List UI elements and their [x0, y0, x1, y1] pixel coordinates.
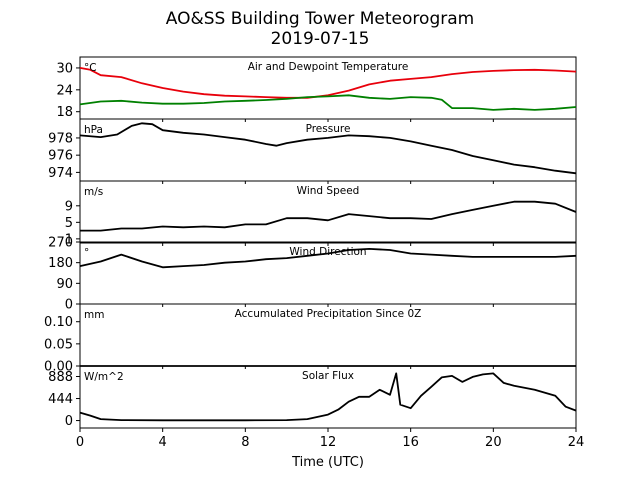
- y-tick-label: 0: [65, 298, 73, 313]
- panel-title: Pressure: [306, 123, 351, 135]
- x-tick-label: 16: [402, 435, 419, 450]
- y-tick-label: 888: [48, 370, 73, 385]
- y-tick-label: 5: [65, 216, 73, 231]
- chart-subtitle: 2019-07-15: [271, 29, 370, 49]
- y-tick-label: 974: [48, 166, 73, 181]
- y-tick-label: 180: [48, 256, 73, 271]
- x-tick-label: 4: [159, 435, 167, 450]
- panel-1: 974 976 978 hPa Pressure: [48, 118, 577, 184]
- y-tick-label: 90: [56, 277, 73, 292]
- panel-title: Accumulated Precipitation Since 0Z: [235, 308, 422, 320]
- x-tick-label: 0: [76, 435, 84, 450]
- panel-title: Solar Flux: [302, 370, 354, 382]
- chart-title: AO&SS Building Tower Meteorogram: [166, 9, 474, 29]
- panel-unit: W/m^2: [84, 371, 124, 383]
- x-tick-label: 12: [320, 435, 337, 450]
- panel-unit: mm: [84, 309, 104, 321]
- panel-title: Wind Direction: [289, 246, 366, 258]
- y-tick-label: 24: [56, 83, 73, 98]
- panel-unit: °: [84, 247, 89, 259]
- x-axis-label: Time (UTC): [291, 455, 364, 470]
- y-tick-label: 0.05: [44, 337, 73, 352]
- panel-5: 0 444 888 W/m^2 Solar Flux: [48, 365, 577, 429]
- panel-3: 0 90 180 270 ° Wind Direction: [48, 236, 577, 313]
- y-tick-label: 30: [56, 61, 73, 76]
- y-tick-label: 1: [65, 232, 73, 247]
- panel-unit: m/s: [84, 186, 103, 198]
- series-line-other: [80, 200, 577, 232]
- y-tick-label: 0.00: [44, 360, 73, 375]
- panel-unit: hPa: [84, 124, 103, 136]
- y-tick-label: 978: [48, 131, 73, 146]
- y-tick-label: 18: [56, 105, 73, 120]
- series-line-dewpoint: [79, 94, 577, 111]
- y-tick-label: 0.10: [44, 315, 73, 330]
- panel-unit: °C: [84, 62, 97, 74]
- x-tick-label: 24: [568, 435, 585, 450]
- y-tick-label: 9: [65, 199, 73, 214]
- y-tick-label: 444: [48, 392, 73, 407]
- y-tick-label: 976: [48, 149, 73, 164]
- x-tick-label: 20: [485, 435, 502, 450]
- panel-0: 18 24 30 °C Air and Dewpoint Temperature: [56, 56, 577, 122]
- x-axis: 0 4 8 12 16 20 24: [76, 428, 584, 450]
- series-line-other: [79, 247, 577, 269]
- y-tick-label: 0: [65, 414, 73, 429]
- panel-title: Wind Speed: [297, 185, 360, 197]
- y-tick-label: 270: [48, 236, 73, 251]
- panel-2: 15 9 m/s Wind Speed: [65, 180, 577, 247]
- series-line-other: [79, 372, 577, 422]
- panel-title: Air and Dewpoint Temperature: [248, 61, 409, 73]
- x-tick-label: 8: [241, 435, 249, 450]
- series-line-other: [79, 122, 577, 175]
- panel-4: 0.00 0.05 0.10 mm Accumulated Precipitation …: [44, 303, 577, 375]
